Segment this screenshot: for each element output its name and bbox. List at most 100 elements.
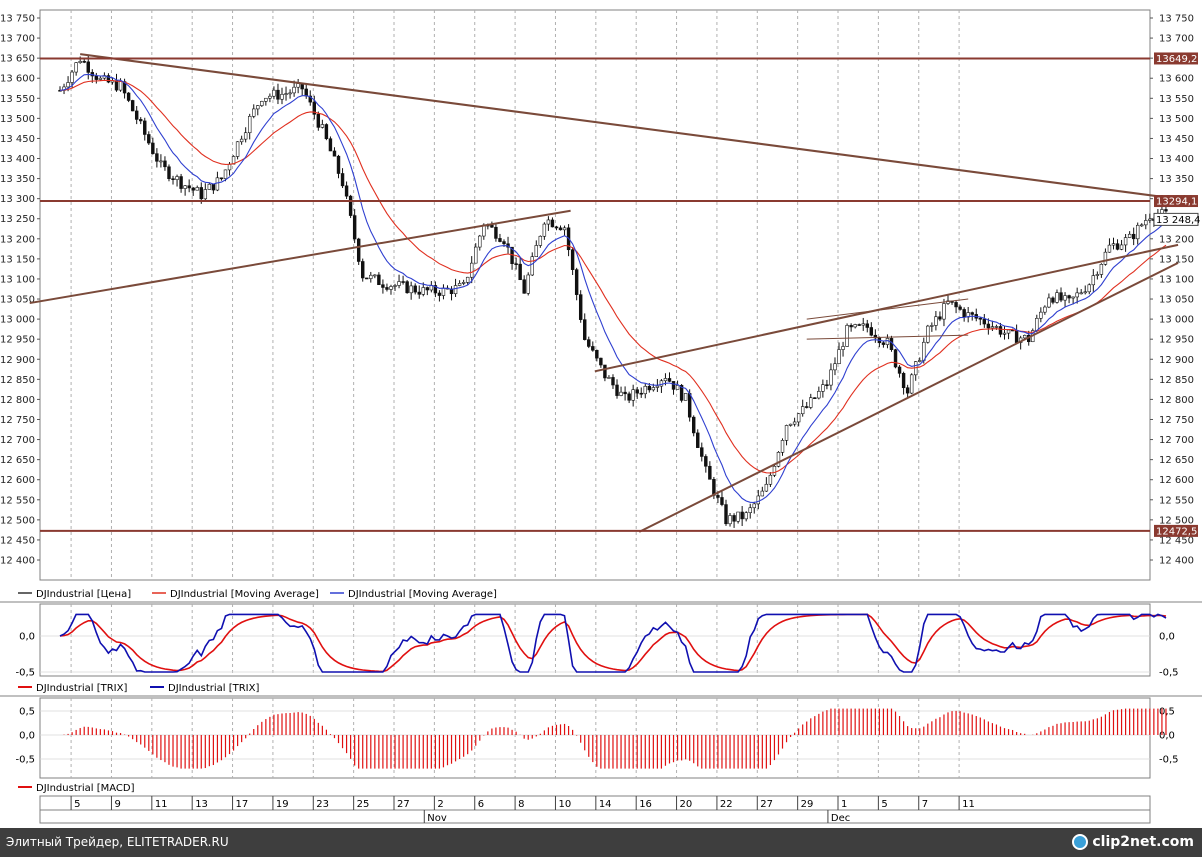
candle-body xyxy=(70,71,74,83)
candle-body xyxy=(788,423,793,426)
candle-body xyxy=(958,306,962,310)
candle-body xyxy=(986,323,991,329)
logo-text: clip2net.com xyxy=(1092,834,1194,850)
candle-body xyxy=(82,61,86,63)
x-day-label: 27 xyxy=(397,799,410,810)
candle-body xyxy=(312,101,317,115)
candle-body xyxy=(712,479,716,496)
moving-average-blue-line xyxy=(59,73,1167,504)
candle-body xyxy=(264,97,268,102)
price-ytick-label-right: 13 550 xyxy=(1159,94,1194,105)
x-day-label: 1 xyxy=(841,799,847,810)
price-ytick-label-left: 12 550 xyxy=(0,495,35,506)
clip2net-logo: clip2net.com xyxy=(1072,832,1194,852)
price-ytick-label-right: 12 600 xyxy=(1159,475,1194,486)
candle-body xyxy=(139,119,143,122)
legend-label: DJIndustrial [Moving Average] xyxy=(170,589,319,600)
candle-body xyxy=(1095,274,1100,276)
x-day-label: 6 xyxy=(478,799,484,810)
candle-body xyxy=(845,325,849,347)
price-ytick-label-left: 12 600 xyxy=(0,475,35,486)
candle-body xyxy=(518,263,522,281)
price-ytick-label-left: 13 300 xyxy=(0,194,35,205)
price-ytick-label-left: 13 150 xyxy=(0,254,35,265)
trix-ytick-label-left: 0,0 xyxy=(19,632,35,643)
price-ytick-label-right: 12 500 xyxy=(1159,515,1194,526)
candle-body xyxy=(308,95,312,103)
candle-body xyxy=(1140,224,1144,227)
candle-body xyxy=(583,319,587,340)
candle-body xyxy=(1091,275,1096,286)
candle-body xyxy=(764,483,769,492)
candle-body xyxy=(853,324,857,328)
candle-body xyxy=(772,465,777,476)
candle-body xyxy=(159,160,163,163)
trix-ytick-label-right: 0,0 xyxy=(1159,632,1175,643)
price-ytick-label-left: 13 700 xyxy=(0,34,35,45)
price-ytick-label-left: 13 650 xyxy=(0,54,35,65)
macd-legend: DJIndustrial [MACD] xyxy=(18,783,135,794)
candle-body xyxy=(1107,244,1112,253)
candle-body xyxy=(417,291,421,295)
candle-body xyxy=(155,153,159,162)
candle-body xyxy=(752,503,756,509)
candle-body xyxy=(243,132,248,140)
candle-body xyxy=(171,178,175,181)
x-day-label: 10 xyxy=(558,799,571,810)
trend-line-rising-support xyxy=(638,262,1179,533)
candle-body xyxy=(893,349,898,368)
candle-body xyxy=(934,316,938,326)
candle-body xyxy=(1103,251,1108,265)
candle-body xyxy=(554,226,559,229)
candle-body xyxy=(1079,292,1083,295)
candle-body xyxy=(768,474,773,485)
price-ytick-label-right: 13 100 xyxy=(1159,274,1194,285)
price-ytick-label-left: 12 850 xyxy=(0,375,35,386)
x-day-label: 19 xyxy=(276,799,289,810)
price-ytick-label-left: 13 100 xyxy=(0,274,35,285)
price-ytick-label-left: 13 550 xyxy=(0,94,35,105)
x-day-label: 20 xyxy=(680,799,693,810)
candle-body xyxy=(962,309,966,318)
candle-body xyxy=(1035,318,1039,331)
candle-body xyxy=(954,302,958,308)
candle-body xyxy=(574,269,579,295)
trix-ytick-label-right: -0,5 xyxy=(1159,668,1179,679)
price-label-box xyxy=(1154,52,1198,65)
trix-panel: 0,0 0,0 -0,5 -0,5 xyxy=(15,603,1179,679)
candle-body xyxy=(611,377,615,386)
candle-body xyxy=(219,177,224,180)
price-ytick-label-left: 13 400 xyxy=(0,154,35,165)
candle-body xyxy=(546,219,551,225)
candle-body xyxy=(211,183,216,191)
candle-body xyxy=(284,93,288,95)
price-ytick-label-left: 13 250 xyxy=(0,214,35,225)
candle-body xyxy=(530,256,534,276)
x-day-label: 11 xyxy=(155,799,168,810)
candle-body xyxy=(361,261,365,279)
candle-body xyxy=(86,61,90,73)
candle-body xyxy=(163,160,167,168)
candle-body xyxy=(724,504,728,525)
price-ytick-label-right: 13 350 xyxy=(1159,174,1194,185)
candle-body xyxy=(365,277,369,280)
candle-body xyxy=(151,142,155,154)
candle-body xyxy=(227,163,232,171)
candle-body xyxy=(796,413,801,423)
candle-body xyxy=(595,349,599,359)
price-label-box xyxy=(1154,195,1198,208)
candle-body xyxy=(1002,332,1007,335)
candle-body xyxy=(720,497,724,505)
candle-body xyxy=(316,113,321,128)
candle-body xyxy=(558,227,563,231)
candle-body xyxy=(252,108,256,117)
candle-body xyxy=(736,511,740,522)
footer-text: Элитный Трейдер, ELITETRADER.RU xyxy=(6,835,229,849)
candle-body xyxy=(716,495,720,498)
x-day-label: 8 xyxy=(518,799,524,810)
candle-body xyxy=(478,235,482,248)
candle-body xyxy=(1014,329,1019,343)
candle-body xyxy=(631,389,635,401)
price-ytick-label-right: 13 200 xyxy=(1159,234,1194,245)
candle-body xyxy=(296,83,300,88)
